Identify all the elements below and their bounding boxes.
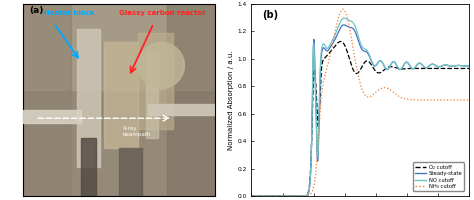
Y-axis label: Normalized Absorption / a.u.: Normalized Absorption / a.u. — [228, 50, 234, 150]
Bar — [104, 42, 138, 148]
Bar — [148, 104, 215, 115]
Bar — [81, 138, 96, 196]
Text: (b): (b) — [262, 10, 278, 20]
Bar — [77, 29, 100, 167]
Circle shape — [138, 42, 184, 88]
Bar — [23, 110, 81, 123]
Bar — [167, 4, 215, 196]
Text: Heater block: Heater block — [44, 10, 95, 16]
Bar — [23, 4, 71, 196]
Text: X-ray
beampath: X-ray beampath — [123, 126, 152, 137]
Text: Glassy carbon reactor: Glassy carbon reactor — [119, 10, 206, 16]
Bar — [146, 52, 157, 138]
Legend: O₂ cutoff, Steady-state, NO cutoff, NH₃ cutoff: O₂ cutoff, Steady-state, NO cutoff, NH₃ … — [413, 162, 465, 191]
Bar — [138, 33, 173, 129]
Bar — [23, 4, 215, 90]
Bar — [119, 148, 142, 196]
Text: (a): (a) — [29, 6, 43, 15]
